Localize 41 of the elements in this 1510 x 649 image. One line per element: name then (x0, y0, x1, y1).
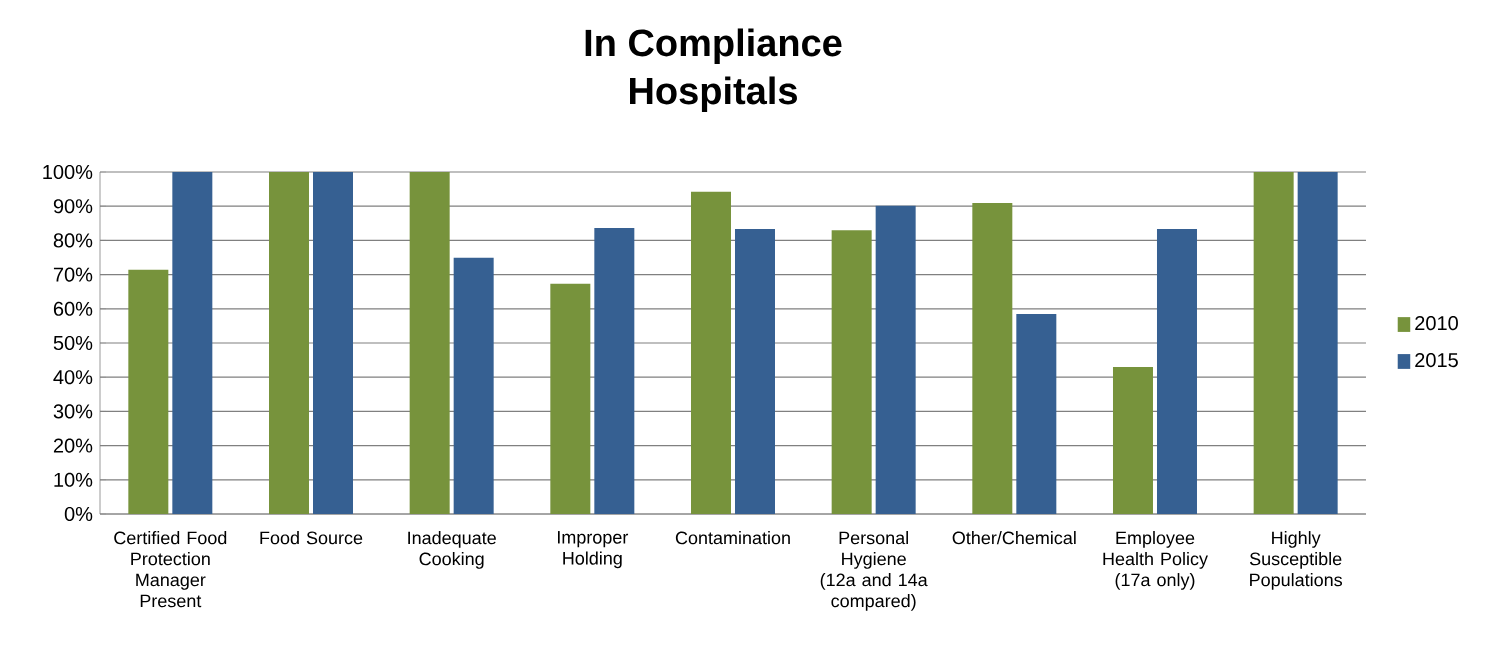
y-tick-label: 0% (64, 506, 93, 522)
x-tick-label: Contamination (675, 531, 790, 545)
y-tick-label: 60% (53, 301, 93, 316)
bar (972, 203, 1013, 514)
x-tick-label: Inadequate Cooking (408, 531, 496, 569)
x-tick-label: Other/Chemical (952, 531, 1076, 545)
bar (735, 229, 775, 514)
bar (172, 172, 213, 514)
bar (1297, 172, 1338, 514)
bar (409, 172, 450, 514)
bar (831, 230, 872, 514)
legend-label: 2010 (1415, 316, 1458, 331)
bar (594, 228, 635, 514)
y-tick-label: 40% (53, 370, 93, 385)
bar (1016, 313, 1057, 514)
legend-label: 2015 (1415, 353, 1458, 368)
bar (128, 269, 169, 514)
bar (453, 257, 494, 514)
x-tick-label: Personal Hygiene (12a and 14a compared) (820, 531, 928, 611)
bar (1253, 172, 1294, 514)
bar (550, 283, 591, 514)
y-tick-label: 50% (53, 335, 93, 351)
x-tick-label: Food Source (260, 531, 363, 545)
bar (1112, 366, 1153, 514)
y-tick-label: 90% (53, 199, 93, 214)
y-tick-label: 20% (53, 438, 93, 453)
bar (313, 172, 353, 514)
bar (1156, 229, 1197, 514)
chart-title: In Compliance Hospitals (585, 28, 842, 112)
y-tick-label: 100% (43, 164, 93, 180)
y-tick-label: 70% (53, 267, 93, 282)
y-tick-label: 30% (53, 404, 93, 419)
y-tick-label: 80% (53, 233, 93, 248)
x-tick-label: Improper Holding (557, 531, 629, 569)
bar (875, 205, 916, 514)
y-tick-label: 10% (54, 472, 93, 487)
bar (269, 172, 309, 514)
x-tick-label: Employee Health Policy (17a only) (1103, 531, 1208, 590)
x-tick-label: Highly Susceptible Populations (1249, 531, 1343, 590)
x-tick-label: Certified Food Protection Manager Present (114, 531, 227, 608)
bar (691, 191, 731, 514)
